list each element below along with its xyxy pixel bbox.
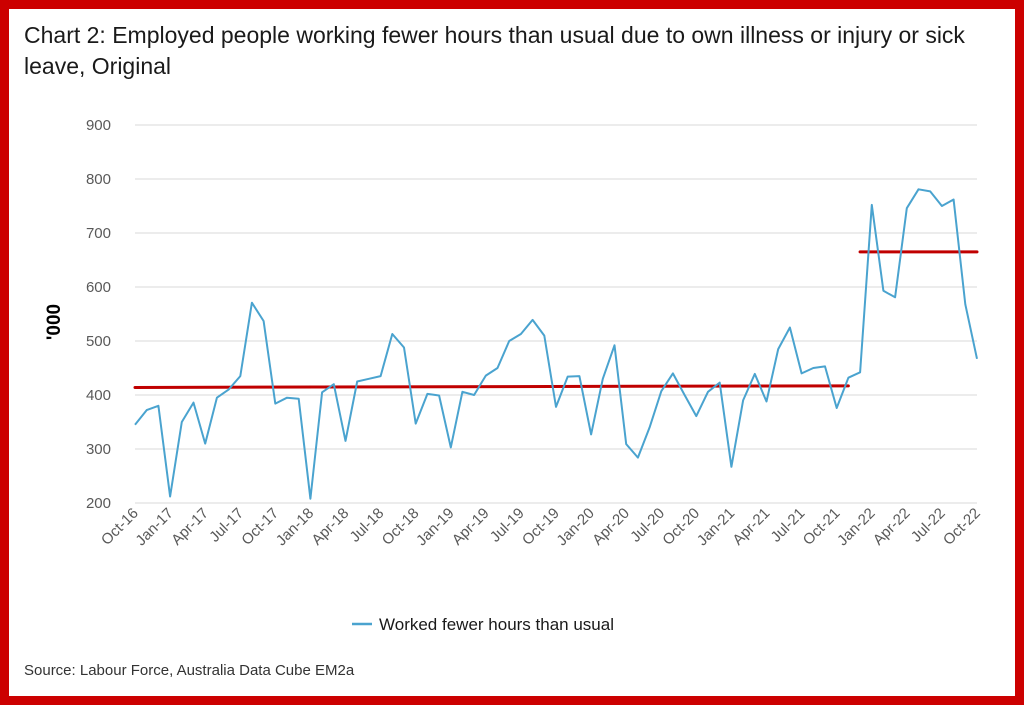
x-tick-label: Oct-20 — [659, 505, 703, 549]
x-tick-label: Apr-21 — [729, 505, 773, 549]
y-tick-label: 800 — [86, 171, 111, 188]
x-tick-label: Apr-18 — [308, 505, 352, 549]
x-tick-label: Jan-19 — [413, 505, 457, 549]
y-tick-label: 700 — [86, 225, 111, 242]
source-note: Source: Labour Force, Australia Data Cub… — [24, 662, 355, 679]
chart-title: Chart 2: Employed people working fewer h… — [24, 22, 965, 79]
y-tick-label: 400 — [86, 387, 111, 404]
average-line — [133, 384, 850, 389]
y-tick-label: 600 — [86, 279, 111, 296]
series-line — [134, 188, 978, 500]
x-tick-label: Apr-20 — [589, 505, 633, 549]
y-tick-label: 500 — [86, 333, 111, 350]
x-tick-label: Apr-22 — [870, 505, 914, 549]
x-tick-label: Oct-19 — [519, 505, 563, 549]
x-tick-label: Jan-20 — [553, 505, 597, 549]
y-tick-label: 200 — [86, 495, 111, 512]
y-tick-label: 300 — [86, 441, 111, 458]
y-tick-label: 900 — [86, 117, 111, 134]
x-tick-label: Oct-22 — [940, 505, 984, 549]
legend-label: Worked fewer hours than usual — [379, 615, 614, 634]
x-tick-label: Jan-18 — [273, 505, 317, 549]
x-tick-label: Oct-21 — [800, 505, 844, 549]
x-tick-label: Jan-21 — [694, 505, 738, 549]
series-lines — [134, 188, 978, 500]
legend: Worked fewer hours than usual — [352, 615, 614, 634]
x-tick-label: Apr-17 — [168, 505, 212, 549]
x-tick-label: Jan-22 — [834, 505, 878, 549]
average-lines — [133, 250, 979, 389]
gridlines — [135, 124, 977, 504]
y-axis-tick-labels: 200 300 400 500 600 700 800 900 — [86, 117, 111, 512]
x-tick-label: Oct-18 — [379, 505, 423, 549]
x-axis-tick-labels: Oct-16Jan-17Apr-17Jul-17Oct-17Jan-18Apr-… — [98, 505, 984, 549]
x-tick-label: Jan-17 — [132, 505, 176, 549]
x-tick-label: Apr-19 — [449, 505, 493, 549]
x-tick-label: Oct-17 — [238, 505, 282, 549]
y-axis-label: '000 — [44, 304, 65, 340]
